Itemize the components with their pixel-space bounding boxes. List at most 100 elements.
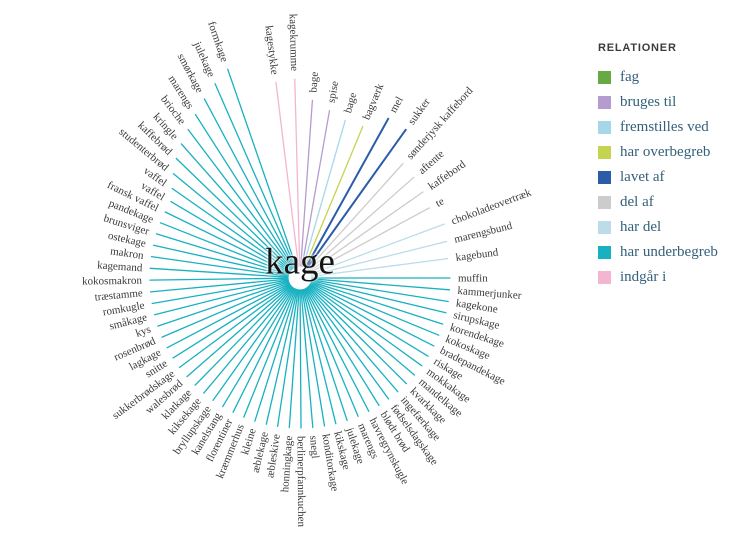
relation-line-har_underbegreb — [153, 280, 290, 316]
relation-line-har_underbegreb — [172, 283, 291, 359]
relation-line-har_del — [310, 240, 448, 276]
relation-line-har_underbegreb — [265, 289, 298, 425]
relation-line-har_underbegreb — [304, 288, 359, 417]
relation-line-del_af — [307, 162, 404, 270]
node-label[interactable]: kys — [134, 324, 152, 340]
legend-item-label: har underbegreb — [620, 244, 718, 260]
relation-line-har_underbegreb — [300, 289, 314, 429]
legend-item-label: lavet af — [620, 169, 665, 185]
relation-line-indgaar_i — [294, 78, 301, 267]
relation-line-har_underbegreb — [306, 287, 390, 400]
legend-items: fag bruges til fremstilles ved har overbegr… — [598, 69, 718, 286]
relation-line-har_underbegreb — [187, 128, 294, 270]
relation-line-har_underbegreb — [243, 288, 297, 418]
legend-item-label: del af — [620, 194, 654, 210]
node-label[interactable]: sukker — [406, 96, 433, 127]
node-label[interactable]: træstamme — [94, 287, 143, 303]
legend-item-label: fag — [620, 69, 640, 85]
relation-line-har_underbegreb — [311, 280, 447, 314]
node-label[interactable]: kagemand — [97, 259, 143, 274]
node-label[interactable]: bage — [342, 91, 359, 114]
relation-line-har_underbegreb — [171, 187, 291, 272]
node-label[interactable]: kagebund — [455, 246, 499, 264]
relation-line-har_underbegreb — [214, 83, 296, 268]
relation-line-har_underbegreb — [161, 282, 290, 338]
relation-line-har_underbegreb — [311, 278, 451, 291]
relation-line-del_af — [309, 207, 430, 273]
node-label[interactable]: makron — [109, 245, 144, 262]
legend-item-label: indgår i — [620, 269, 667, 285]
relation-line-har_underbegreb — [155, 233, 290, 276]
relation-line-har_underbegreb — [299, 289, 302, 429]
relation-line-del_af — [309, 191, 424, 272]
node-label[interactable]: muffin — [458, 273, 488, 285]
legend-title: RELATIONER — [598, 42, 677, 54]
relation-line-har_underbegreb — [172, 173, 292, 272]
relation-line-har_underbegreb — [203, 98, 295, 269]
relation-line-har_underbegreb — [149, 278, 289, 293]
relation-line-har_underbegreb — [310, 281, 444, 325]
legend-swatch-har_underbegreb — [598, 246, 611, 259]
relation-line-del_af — [308, 176, 415, 271]
legend-item-del_af: del af — [598, 194, 718, 211]
node-label[interactable]: bage — [308, 71, 321, 93]
legend-item-indgaar_i: indgår i — [598, 269, 718, 286]
node-label[interactable]: kagekrumme — [287, 14, 301, 72]
legend-item-har_del: har del — [598, 219, 718, 236]
relation-line-har_underbegreb — [222, 287, 295, 408]
relation-line-indgaar_i — [275, 81, 300, 267]
relation-line-har_underbegreb — [178, 284, 292, 369]
node-label[interactable]: te — [434, 195, 447, 209]
node-label[interactable]: chokoladeovertræk — [450, 186, 534, 227]
relation-line-har_underbegreb — [276, 289, 299, 427]
node-label[interactable]: spise — [326, 80, 342, 104]
legend-item-label: fremstilles ved — [620, 119, 709, 135]
relation-line-har_underbegreb — [159, 222, 290, 275]
relation-line-har_underbegreb — [302, 289, 337, 425]
relation-line-har_underbegreb — [307, 285, 408, 385]
relation-line-har_underbegreb — [309, 283, 429, 357]
relation-line-har_del — [311, 257, 449, 278]
node-label[interactable]: kammerjunker — [457, 285, 522, 302]
relation-line-har_underbegreb — [301, 289, 326, 427]
node-label[interactable]: mel — [387, 95, 405, 115]
relation-line-har_underbegreb — [157, 281, 290, 327]
relation-line-har_underbegreb — [310, 281, 440, 336]
legend-swatch-har_overbegreb — [598, 146, 611, 159]
relation-line-bruges_til — [300, 99, 314, 267]
legend-swatch-fag — [598, 71, 611, 84]
legend-swatch-fremstilles_ved — [598, 121, 611, 134]
legend-item-har_overbegreb: har overbegreb — [598, 144, 718, 161]
node-label[interactable]: bagværk — [361, 82, 387, 122]
legend-swatch-lavet_af — [598, 171, 611, 184]
relation-line-har_underbegreb — [303, 288, 348, 422]
legend-item-fremstilles_ved: fremstilles ved — [598, 119, 718, 136]
relation-line-har_underbegreb — [186, 285, 292, 378]
relation-line-har_underbegreb — [304, 288, 370, 412]
relation-line-har_underbegreb — [151, 279, 289, 305]
relation-line-har_underbegreb — [150, 255, 289, 277]
node-label[interactable]: honningkage — [279, 435, 295, 493]
legend-item-fag: fag — [598, 69, 718, 86]
node-label[interactable]: kagestykke — [262, 25, 280, 76]
legend-swatch-indgaar_i — [598, 271, 611, 284]
relation-line-har_underbegreb — [164, 211, 290, 274]
relation-line-har_underbegreb — [212, 287, 294, 401]
legend-item-bruges_til: bruges til — [598, 94, 718, 111]
legend-swatch-bruges_til — [598, 96, 611, 109]
relation-line-har_underbegreb — [305, 287, 380, 407]
relation-line-har_underbegreb — [166, 282, 291, 349]
relation-line-har_underbegreb — [307, 286, 399, 393]
legend-item-har_underbegreb: har underbegreb — [598, 244, 718, 261]
relation-line-har_underbegreb — [203, 286, 293, 394]
relation-line-har_underbegreb — [170, 200, 291, 273]
node-label[interactable]: kokosmakron — [82, 275, 143, 288]
relation-line-lavet_af — [306, 128, 407, 270]
node-label[interactable]: snegl — [307, 435, 321, 459]
relation-line-har_underbegreb — [149, 267, 289, 278]
legend-item-label: har overbegreb — [620, 144, 711, 160]
relation-line-har_underbegreb — [310, 282, 435, 347]
node-label[interactable]: berlinerpfannkuchen — [295, 436, 308, 528]
